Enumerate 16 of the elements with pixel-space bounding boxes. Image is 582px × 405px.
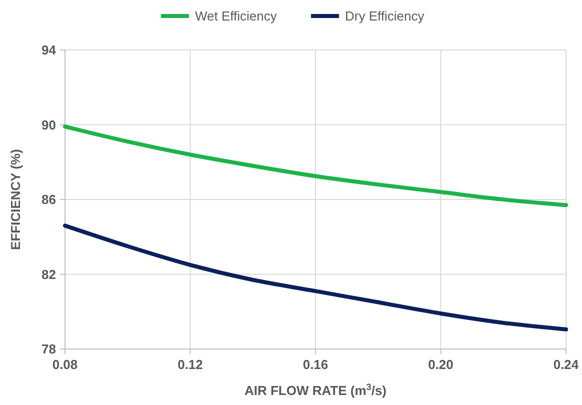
x-tick-label: 0.12 bbox=[178, 357, 203, 372]
x-tick-label: 0.16 bbox=[302, 357, 328, 372]
y-tick-label: 82 bbox=[42, 266, 56, 282]
legend-label: Dry Efficiency bbox=[345, 8, 425, 24]
x-tick-label: 0.24 bbox=[553, 357, 580, 372]
line-series bbox=[63, 124, 568, 208]
legend-label: Wet Efficiency bbox=[195, 8, 278, 24]
x-tick-label: 0.20 bbox=[428, 357, 454, 372]
y-tick-label: 90 bbox=[42, 117, 56, 132]
line-series bbox=[63, 224, 568, 332]
y-tick-label: 86 bbox=[42, 192, 56, 208]
y-tick-label: 94 bbox=[42, 42, 57, 58]
x-tick-label: 0.08 bbox=[52, 357, 78, 372]
x-axis-title: AIR FLOW RATE (m$^{3}$/s) bbox=[244, 382, 387, 398]
y-axis-title: EFFICIENCY (%) bbox=[8, 149, 23, 250]
y-tick-label: 78 bbox=[42, 342, 56, 357]
